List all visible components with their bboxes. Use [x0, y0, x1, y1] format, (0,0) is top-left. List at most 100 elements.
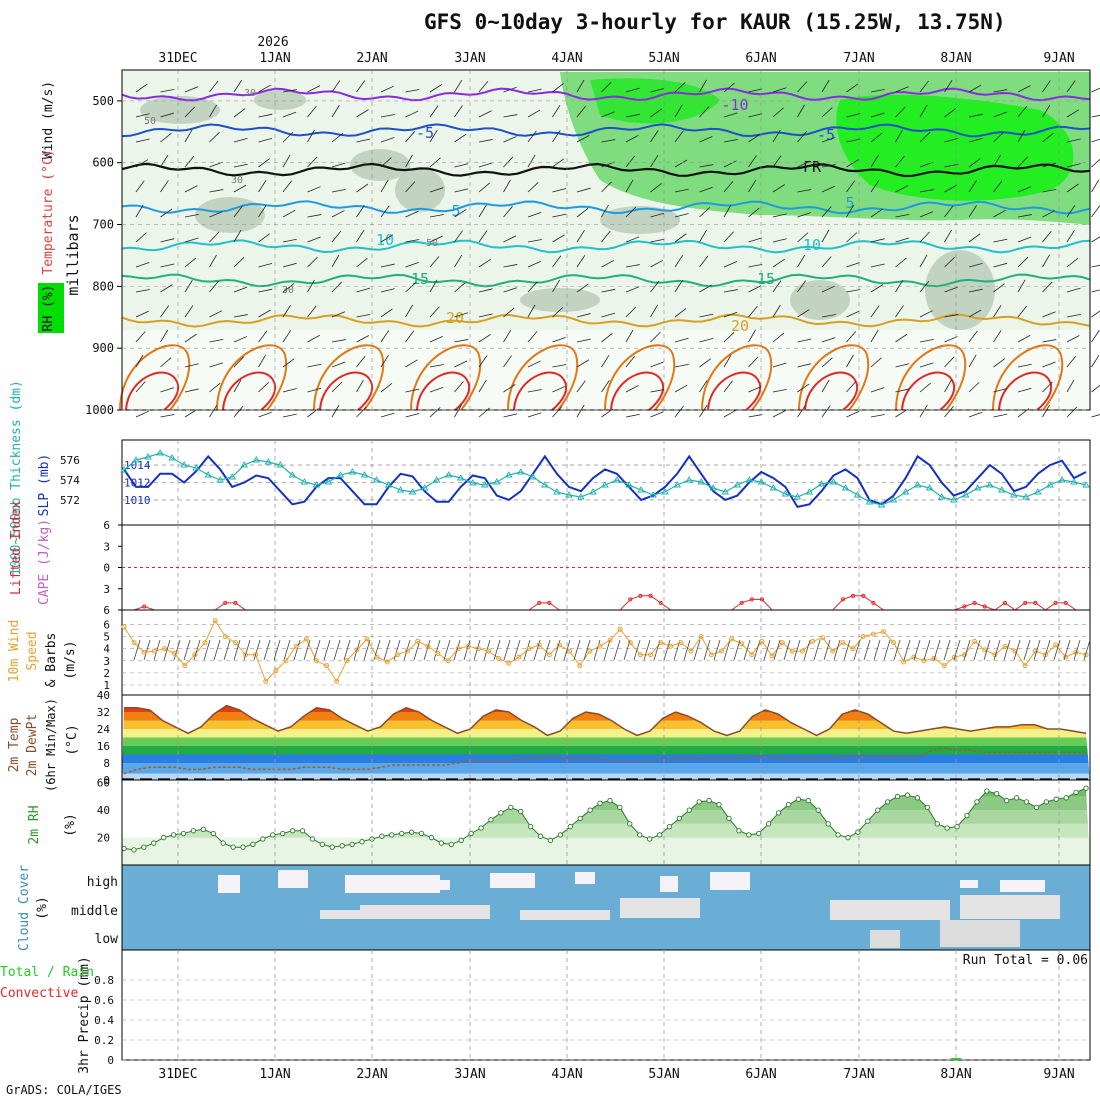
thickness-point — [156, 449, 164, 456]
lifted-index-point — [223, 600, 228, 606]
wind-barb — [772, 280, 782, 293]
wind-barb — [968, 158, 981, 168]
wind-barb — [184, 129, 193, 143]
wind-barb — [356, 163, 371, 168]
rh-point — [765, 821, 772, 827]
wind-speed-point — [769, 653, 775, 659]
wind-speed-point — [192, 652, 198, 658]
wind-barb-10m — [163, 639, 171, 661]
wind-barb — [968, 382, 980, 393]
rh-point — [835, 832, 841, 838]
wind-barb — [160, 414, 175, 418]
wind-barb — [748, 264, 763, 268]
wind-barb — [699, 338, 714, 343]
wind-barb — [821, 405, 831, 418]
rh-point — [161, 834, 167, 841]
wind-barb-10m — [873, 639, 881, 661]
wind-speed-point — [1022, 663, 1028, 669]
li-label: Lifted Index — [9, 501, 24, 595]
wind-barb — [331, 281, 343, 293]
thickness-point — [228, 473, 237, 480]
wind-barb — [209, 80, 219, 93]
wind-barb — [503, 264, 518, 268]
wind-barb — [772, 184, 786, 193]
wind-barb-10m — [963, 639, 971, 661]
wind-barb — [870, 263, 885, 268]
wind-label-a: 10m Wind — [7, 620, 22, 683]
wind-barb — [1091, 205, 1100, 218]
rh-saturated-region — [836, 94, 1074, 201]
lifted-index-point — [962, 604, 967, 609]
rh-point — [240, 844, 246, 850]
isotherm-loop-orange — [410, 344, 482, 411]
wind-barb — [282, 131, 294, 143]
wind-barb — [135, 180, 145, 193]
wind-barb — [576, 255, 586, 268]
thickness-point — [288, 471, 297, 478]
wind-barb — [429, 279, 438, 293]
rh-point — [587, 807, 593, 813]
thickness-point — [733, 481, 742, 488]
wind-barb — [380, 308, 393, 318]
precip-tick-label: 0.2 — [94, 1034, 114, 1047]
rh-point — [855, 829, 861, 835]
wind-barb — [380, 263, 395, 268]
wind-barb — [601, 181, 612, 193]
wind-barb — [993, 358, 1006, 368]
wind-barb — [429, 407, 441, 418]
cloud-high-gap — [278, 870, 308, 888]
wind-barb — [160, 180, 169, 193]
wind-barb — [307, 387, 322, 393]
wind-speed-point — [678, 640, 684, 646]
rh-point — [795, 796, 802, 802]
wind-barb-10m — [573, 639, 581, 661]
thickness-point — [120, 466, 128, 473]
wind-barb — [576, 163, 591, 168]
isotherm-loop-orange — [313, 344, 385, 411]
wind-barb — [748, 356, 759, 368]
thickness-point — [889, 496, 898, 503]
cloud-high-gap — [660, 876, 678, 892]
cloud-high-gap — [710, 872, 750, 890]
wind-barb-10m — [913, 639, 921, 661]
precip-bar — [951, 1058, 961, 1060]
wind-speed-point — [759, 638, 765, 644]
isotherm-gold — [121, 313, 1091, 328]
wind-speed-point — [708, 652, 714, 658]
wind-barb — [307, 334, 320, 343]
rh-point — [894, 793, 901, 800]
wind-barb-10m — [543, 639, 551, 661]
wind-barb-10m — [363, 639, 371, 661]
wind-barb — [895, 388, 910, 393]
wind-barb — [895, 279, 904, 293]
wind-barb — [821, 337, 836, 343]
rh-point — [627, 821, 633, 827]
cloud-high-gap — [218, 875, 240, 893]
wind-tick-label: 5 — [103, 631, 110, 644]
wind-tick-label: 6 — [103, 618, 110, 631]
wind-barb — [1091, 158, 1100, 168]
wind-barb — [797, 363, 812, 368]
wind-barb — [1042, 404, 1050, 418]
rh-point — [884, 799, 891, 805]
wind-barb — [772, 213, 787, 218]
rh-label-b: (%) — [63, 813, 78, 836]
thickness-line — [123, 452, 1087, 506]
wind-speed-point — [273, 667, 279, 673]
wind-barb — [968, 309, 982, 318]
slp-tick-label: 1014 — [124, 459, 151, 472]
wind-speed-point — [475, 646, 481, 652]
wind-speed-point — [1042, 652, 1048, 658]
rh-band — [122, 788, 1090, 797]
wind-barb — [307, 236, 321, 243]
wind-barb-10m — [213, 639, 221, 661]
rh-point — [815, 807, 821, 813]
thickness-label: 1000~500mb Thickness (dm) — [9, 380, 24, 576]
wind-barb — [1091, 414, 1100, 418]
wind-barb — [1017, 305, 1027, 318]
lifted-index-point — [972, 600, 977, 606]
rh-point — [557, 832, 564, 838]
wind-barb — [944, 80, 953, 93]
contour-label-purple: -10 — [721, 96, 748, 114]
thickness-point — [1010, 491, 1018, 498]
